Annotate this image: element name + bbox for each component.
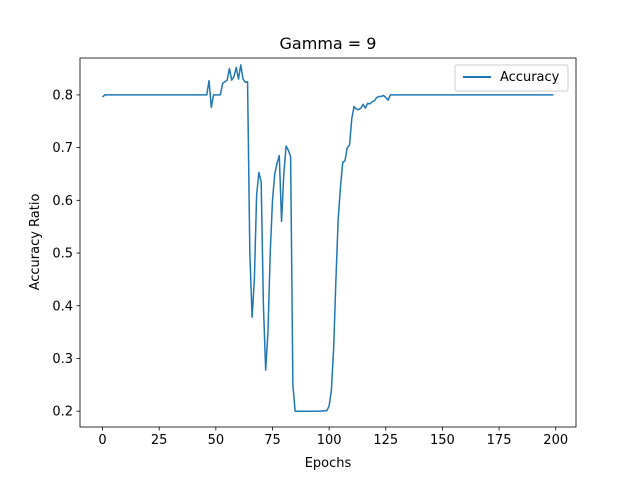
x-tick-label: 200 <box>543 433 568 448</box>
y-tick-label: 0.8 <box>52 88 73 103</box>
x-tick-label: 25 <box>151 433 168 448</box>
y-tick-label: 0.2 <box>52 405 73 420</box>
legend-box <box>454 64 569 92</box>
plot-area: 0 25 50 75 100 125 150 175 200 0.2 0.3 0.4 0.5 0.6 0.7… <box>52 57 577 448</box>
y-tick-label: 0.3 <box>52 352 73 367</box>
x-tick-label: 150 <box>430 433 455 448</box>
x-tick-label: 50 <box>208 433 225 448</box>
x-axis-label: Epochs <box>305 456 352 471</box>
x-tick-label: 0 <box>98 433 106 448</box>
plot-frame <box>79 57 577 428</box>
y-tick-label: 0.6 <box>52 194 73 209</box>
x-tick-label: 175 <box>487 433 512 448</box>
x-tick-label: 100 <box>317 433 342 448</box>
legend: Accuracy <box>454 64 569 92</box>
y-tick-label: 0.5 <box>52 247 73 262</box>
x-tick-label: 125 <box>373 433 398 448</box>
y-axis-label: Accuracy Ratio <box>28 194 43 291</box>
x-tick-label: 75 <box>264 433 281 448</box>
y-tick-label: 0.4 <box>52 299 73 314</box>
chart-title: Gamma = 9 <box>280 34 377 53</box>
y-tick-label: 0.7 <box>52 141 73 156</box>
series-line-accuracy <box>102 64 554 412</box>
legend-label-accuracy: Accuracy <box>500 70 560 85</box>
